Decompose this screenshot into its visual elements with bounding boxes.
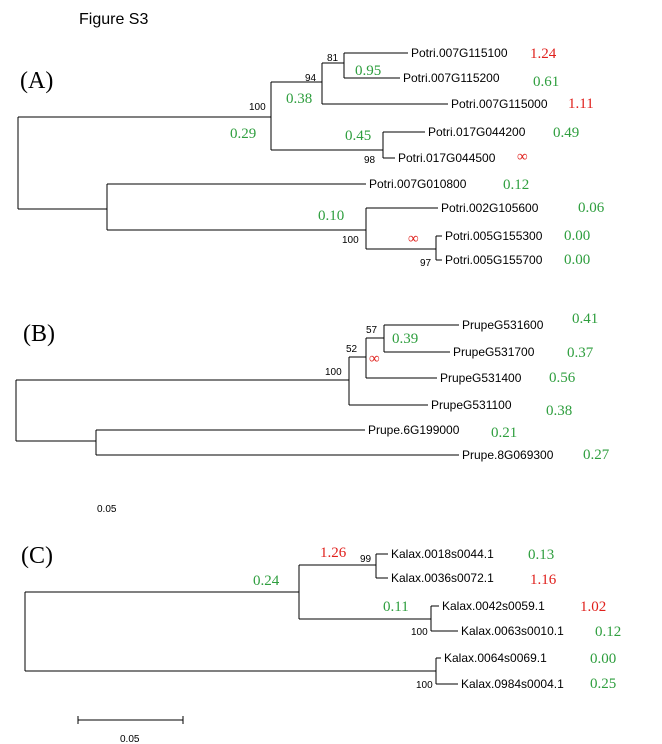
figure-title: Figure S3	[79, 11, 148, 28]
panel-a-taxon-label: Potri.007G010800	[369, 177, 467, 191]
panel-a-leaf-value: 1.24	[530, 46, 557, 62]
panel-c-bootstrap: 100	[416, 680, 433, 691]
panel-c-leaf-value: 0.00	[590, 651, 616, 667]
panel-a-leaf-value: 1.11	[568, 96, 594, 112]
panel-a-branch-value: 0.38	[286, 91, 312, 107]
panel-b-taxon-label: PrupeG531100	[431, 398, 512, 412]
panel-a-leaf-value: ∞	[517, 149, 528, 165]
panel-c-leaf-value: 1.16	[530, 572, 557, 588]
panel-a: (A)	[17, 46, 605, 269]
panel-b-taxon-label: PrupeG531700	[453, 345, 535, 359]
scale-bar-label: 0.05	[120, 734, 140, 744]
panel-a-branch-value: ∞	[408, 231, 419, 247]
panel-a-branch-value: 0.45	[345, 128, 371, 144]
panel-b-leaf-value: 0.41	[572, 311, 598, 327]
panel-c-leaf-value: 1.02	[580, 599, 606, 615]
panel-c-branch-value: 0.24	[253, 573, 280, 589]
panel-c-branch-value: 1.26	[320, 545, 347, 561]
panel-a-taxon-label: Potri.005G155300	[445, 229, 543, 243]
panel-a-label: (A)	[20, 68, 53, 94]
panel-a-leaf-value: 0.00	[564, 228, 590, 244]
panel-c-leaf-value: 0.12	[595, 624, 621, 640]
panel-b-taxon-label: Prupe.6G199000	[368, 423, 460, 437]
panel-a-branches	[17, 52, 448, 261]
panel-c: (C) Kalax.0018s0044.1 Kalax.0036s0072.1 …	[21, 543, 621, 744]
panel-a-taxon-label: Potri.007G115000	[451, 97, 548, 111]
panel-c-leaf-value: 0.13	[528, 547, 554, 563]
panel-b-scale-label: 0.05	[97, 504, 117, 515]
panel-b-taxon-label: PrupeG531400	[440, 371, 522, 385]
panel-a-taxon-label: Potri.007G115100	[411, 46, 508, 60]
panel-a-bootstrap: 81	[327, 53, 339, 64]
panel-a-taxon-label: Potri.017G044500	[398, 151, 496, 165]
panel-c-taxon-label: Kalax.0064s0069.1	[444, 651, 547, 665]
panel-a-bootstrap: 94	[305, 73, 317, 84]
panel-a-branch-value: 0.29	[230, 126, 256, 142]
panel-a-bootstrap: 100	[249, 102, 266, 113]
scale-bar	[77, 716, 184, 724]
panel-c-bootstrap: 99	[360, 554, 372, 565]
panel-c-leaf-value: 0.25	[590, 676, 616, 692]
panel-c-label: (C)	[21, 543, 53, 569]
panel-b-bootstrap: 52	[346, 344, 358, 355]
panel-a-leaf-value: 0.00	[564, 252, 590, 268]
panel-b: (B) PrupeG531600 PrupeG531700 PrupeG5314…	[15, 311, 610, 515]
panel-c-taxon-label: Kalax.0036s0072.1	[391, 571, 494, 585]
panel-b-bootstrap: 100	[325, 367, 342, 378]
panel-b-leaf-value: 0.38	[546, 403, 572, 419]
panel-a-leaf-value: 0.49	[553, 125, 579, 141]
panel-a-taxon-label: Potri.005G155700	[445, 253, 543, 267]
panel-c-taxon-label: Kalax.0984s0004.1	[461, 677, 564, 691]
panel-c-branch-value: 0.11	[383, 599, 409, 615]
panel-b-leaf-value: 0.37	[567, 345, 594, 361]
panel-a-bootstrap: 100	[342, 235, 359, 246]
panel-b-leaf-value: 0.56	[549, 370, 576, 386]
panel-b-branch-value: 0.39	[392, 331, 418, 347]
panel-b-leaf-value: 0.27	[583, 447, 610, 463]
panel-a-branch-value: 0.95	[355, 63, 381, 79]
panel-a-leaf-value: 0.61	[533, 74, 559, 90]
panel-a-leaf-value: 0.06	[578, 200, 605, 216]
panel-c-branches	[24, 553, 458, 685]
panel-c-taxon-label: Kalax.0063s0010.1	[461, 624, 564, 638]
panel-a-taxon-label: Potri.007G115200	[403, 71, 500, 85]
panel-a-bootstrap: 98	[364, 155, 376, 166]
panel-a-bootstrap: 97	[420, 258, 432, 269]
panel-c-taxon-label: Kalax.0042s0059.1	[442, 599, 545, 613]
panel-b-taxon-label: Prupe.8G069300	[462, 448, 554, 462]
panel-a-taxon-label: Potri.017G044200	[428, 125, 526, 139]
panel-b-leaf-value: 0.21	[491, 425, 517, 441]
panel-b-taxon-label: PrupeG531600	[462, 318, 544, 332]
panel-a-taxon-label: Potri.002G105600	[441, 201, 539, 215]
panel-a-branch-value: 0.10	[318, 208, 344, 224]
panel-b-branches	[15, 324, 459, 456]
panel-c-bootstrap: 100	[411, 627, 428, 638]
panel-b-bootstrap: 57	[366, 325, 378, 336]
panel-b-branch-value: ∞	[369, 351, 380, 367]
panel-c-taxon-label: Kalax.0018s0044.1	[391, 547, 494, 561]
panel-b-label: (B)	[23, 321, 55, 347]
panel-a-leaf-value: 0.12	[503, 177, 529, 193]
